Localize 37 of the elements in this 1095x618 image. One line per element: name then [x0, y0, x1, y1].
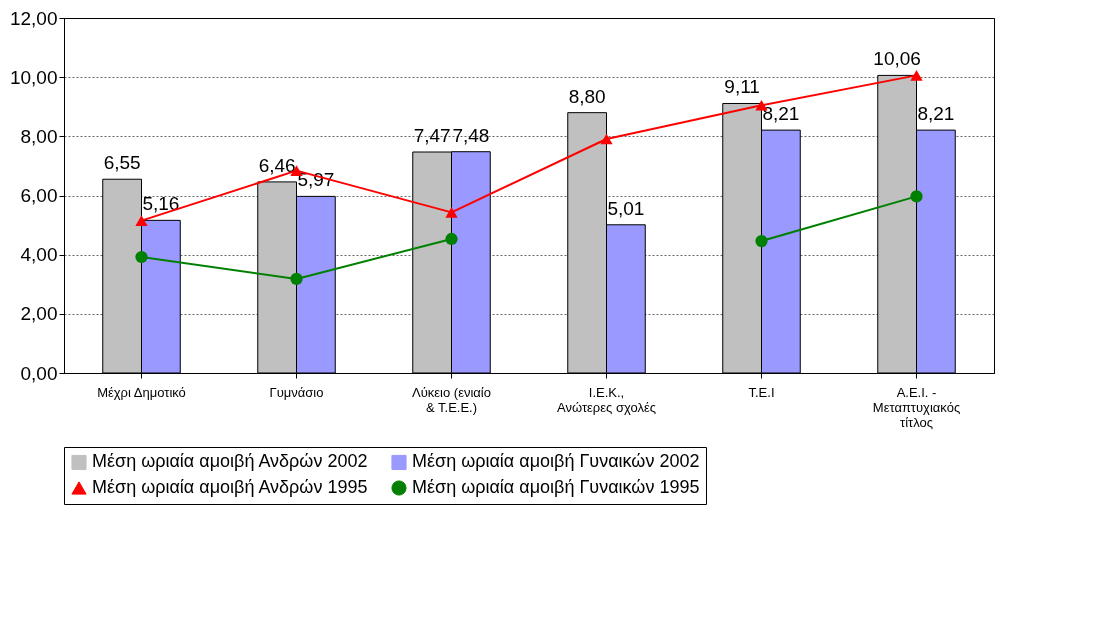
- x-tick-label: Λύκειο (ενιαίο & Τ.Ε.Ε.): [412, 384, 491, 415]
- data-label: 5,01: [607, 197, 645, 219]
- legend-label: Μέση ωριαία αμοιβή Γυναικών 2002: [412, 451, 700, 472]
- legend-label: Μέση ωριαία αμοιβή Ανδρών 2002: [92, 451, 368, 472]
- data-label: 8,80: [568, 85, 606, 107]
- point: [910, 190, 923, 203]
- y-tick-label: 4,00: [20, 244, 58, 266]
- y-tick-label: 2,00: [20, 303, 58, 325]
- x-tick-label: Τ.Ε.Ι: [748, 384, 775, 400]
- data-label: 8,21: [762, 103, 800, 125]
- data-label: 9,11: [724, 76, 760, 98]
- y-tick-label: 12,00: [9, 7, 58, 29]
- data-label: 7,48: [452, 124, 490, 146]
- x-tick-label: Γυμνάσιο: [269, 384, 324, 400]
- data-label: 6,46: [258, 154, 296, 176]
- data-label: 8,21: [917, 103, 955, 125]
- y-tick-label: 0,00: [20, 362, 58, 384]
- y-tick-label: 8,00: [20, 125, 58, 147]
- point: [135, 250, 148, 264]
- point: [445, 232, 458, 246]
- y-tick-label: 10,00: [9, 66, 58, 88]
- x-tick-label: Ι.Ε.Κ., Ανώτερες σχολές: [557, 384, 656, 415]
- point: [755, 234, 768, 248]
- point: [135, 215, 148, 226]
- y-tick-label: 6,00: [20, 185, 58, 206]
- legend-label: Μέση ωριαία αμοιβή Γυναικών 1995: [412, 477, 700, 497]
- point: [290, 272, 303, 286]
- x-tick-label: Μέχρι Δημοτικό: [97, 384, 186, 400]
- data-label: 10,06: [873, 48, 921, 70]
- point: [600, 133, 613, 145]
- legend-label: Μέση ωριαία αμοιβή Ανδρών 1995: [92, 477, 368, 497]
- data-label: 5,16: [142, 193, 180, 215]
- x-tick-label: Α.Ε.Ι. - Μεταπτυχιακός τίτλος: [872, 384, 961, 430]
- point: [445, 207, 458, 218]
- data-label: 6,55: [103, 152, 141, 174]
- data-label: 7,47: [413, 125, 451, 147]
- point: [910, 70, 923, 81]
